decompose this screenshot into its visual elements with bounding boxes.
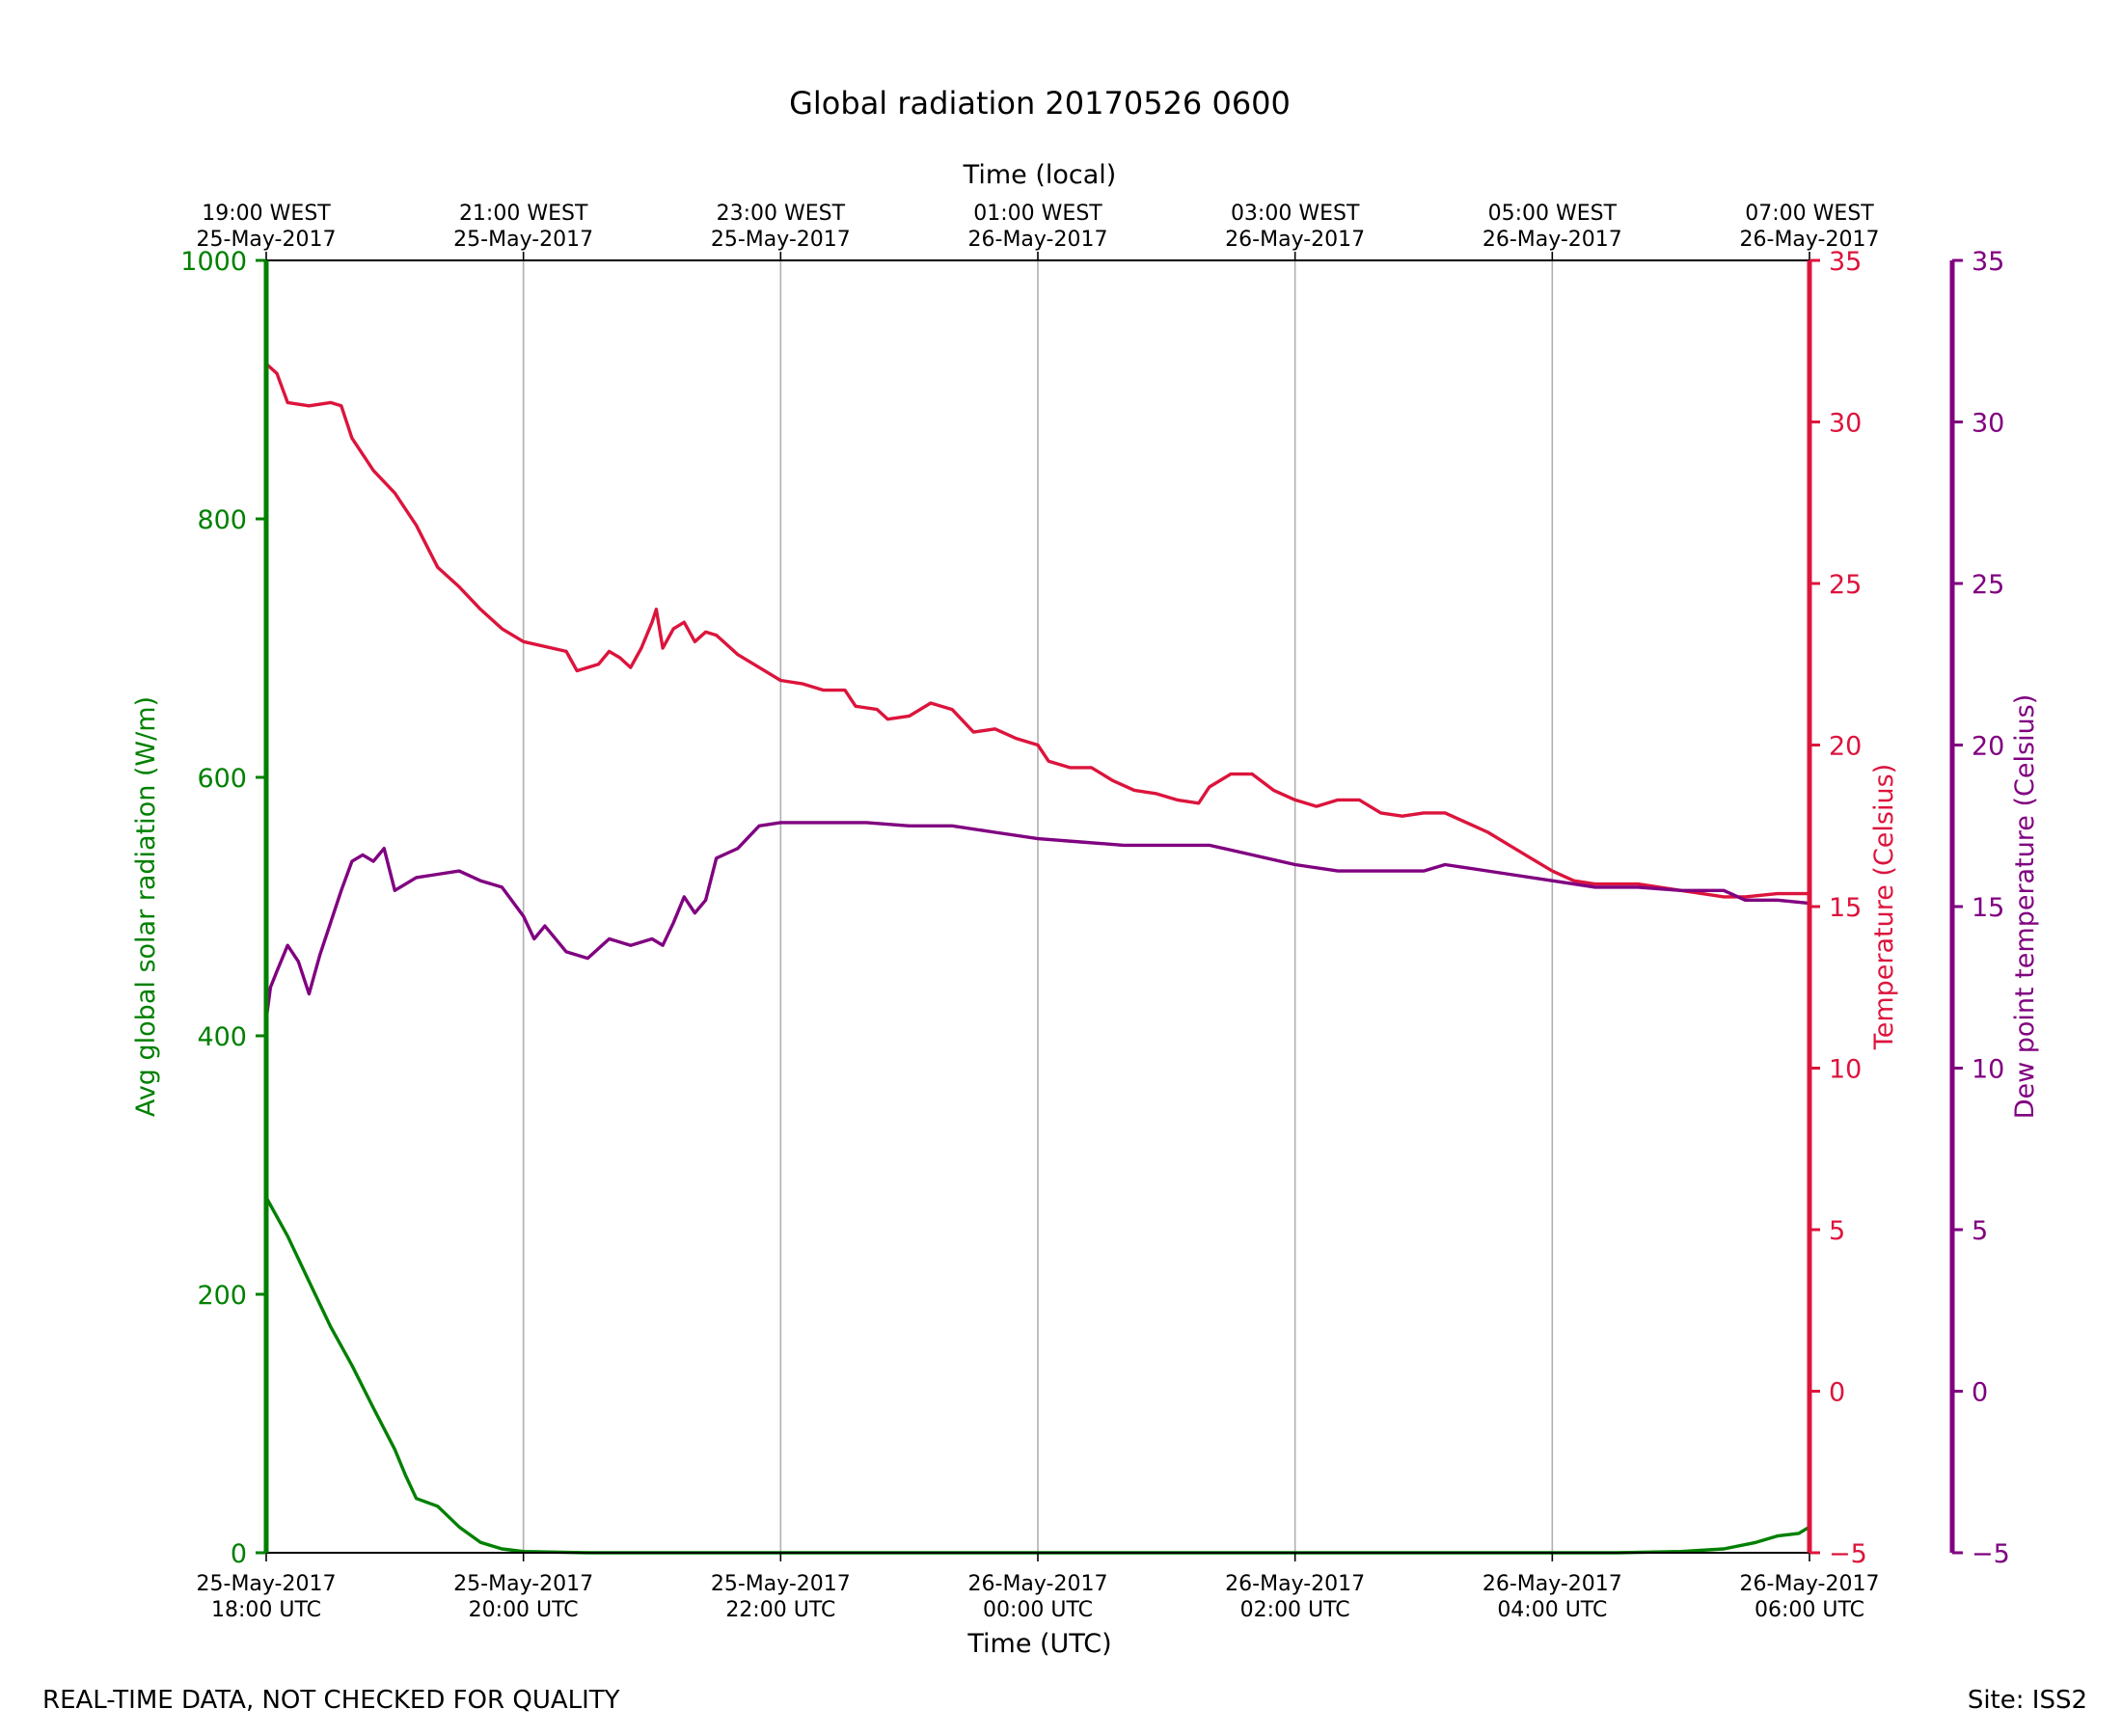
dewpoint-tick-label: 0: [1972, 1378, 1988, 1408]
radiation-tick-label: 200: [197, 1281, 247, 1311]
radiation-tick-label: 800: [197, 505, 247, 535]
x-axis-label: Time (UTC): [966, 1629, 1111, 1659]
temperature-tick-label: 20: [1829, 732, 1862, 762]
x-tick-label: 25-May-2017: [453, 1572, 593, 1596]
x2-tick-label: 07:00 WEST: [1745, 202, 1874, 226]
x-tick-label: 00:00 UTC: [983, 1598, 1093, 1622]
dewpoint-tick-label: 35: [1972, 247, 2004, 277]
x2-tick-label: 03:00 WEST: [1231, 202, 1360, 226]
temperature-tick-label: 25: [1829, 570, 1862, 600]
x2-tick-label: 25-May-2017: [711, 228, 851, 252]
chart-title: Global radiation 20170526 0600: [789, 85, 1291, 122]
temperature-tick-label: −5: [1829, 1539, 1867, 1569]
x-tick-label: 02:00 UTC: [1240, 1598, 1350, 1622]
radiation-series-line: [264, 1195, 1811, 1555]
dewpoint-tick-label: 5: [1972, 1216, 1988, 1246]
temperature-tick-label: 5: [1829, 1216, 1845, 1246]
dewpoint-tick-label: 25: [1972, 570, 2004, 600]
radiation-tick-label: 0: [231, 1539, 247, 1569]
dewpoint-tick-label: 10: [1972, 1055, 2004, 1085]
x2-tick-label: 21:00 WEST: [459, 202, 588, 226]
temperature-series-line: [264, 362, 1811, 899]
x-tick-label: 18:00 UTC: [211, 1598, 321, 1622]
x-tick-label: 04:00 UTC: [1497, 1598, 1607, 1622]
x2-tick-label: 26-May-2017: [968, 228, 1108, 252]
x2-axis-label: Time (local): [963, 160, 1117, 190]
x2-tick-label: 25-May-2017: [197, 228, 337, 252]
grid-lines: [522, 260, 1554, 1553]
dewpoint-axis-label: Dew point temperature (Celsius): [2010, 694, 2040, 1120]
radiation-tick-label: 400: [197, 1022, 247, 1052]
x-tick-label: 06:00 UTC: [1755, 1598, 1864, 1622]
temperature-tick-label: 15: [1829, 893, 1862, 923]
x2-tick-label: 01:00 WEST: [973, 202, 1102, 226]
x2-tick-label: 05:00 WEST: [1488, 202, 1618, 226]
dewpoint-series-line: [264, 821, 1811, 1022]
quality-note: REAL-TIME DATA, NOT CHECKED FOR QUALITY: [42, 1686, 620, 1715]
series-group: [264, 362, 1811, 1555]
temperature-tick-label: 35: [1829, 247, 1862, 277]
radiation-axis-label: Avg global solar radiation (W/m): [131, 696, 161, 1117]
x-tick-label: 26-May-2017: [1483, 1572, 1622, 1596]
temperature-tick-label: 0: [1829, 1378, 1845, 1408]
dewpoint-tick-label: 30: [1972, 409, 2004, 439]
x2-tick-label: 19:00 WEST: [202, 202, 331, 226]
radiation-tick-label: 600: [197, 764, 247, 794]
x-tick-label: 26-May-2017: [1225, 1572, 1365, 1596]
x-tick-label: 20:00 UTC: [469, 1598, 579, 1622]
x-tick-label: 22:00 UTC: [725, 1598, 835, 1622]
x2-tick-label: 26-May-2017: [1740, 228, 1880, 252]
x-tick-label: 25-May-2017: [711, 1572, 851, 1596]
x-tick-label: 25-May-2017: [197, 1572, 337, 1596]
x2-tick-label: 25-May-2017: [453, 228, 593, 252]
x2-tick-label: 23:00 WEST: [717, 202, 846, 226]
temperature-tick-label: 30: [1829, 409, 1862, 439]
temperature-axis-label: Temperature (Celsius): [1869, 764, 1899, 1050]
site-label: Site: ISS2: [1967, 1686, 2087, 1715]
x2-tick-label: 26-May-2017: [1225, 228, 1365, 252]
x-tick-label: 26-May-2017: [1740, 1572, 1880, 1596]
dewpoint-tick-label: −5: [1972, 1539, 2010, 1569]
x2-tick-label: 26-May-2017: [1483, 228, 1622, 252]
dewpoint-tick-label: 15: [1972, 893, 2004, 923]
dewpoint-tick-label: 20: [1972, 732, 2004, 762]
temperature-tick-label: 10: [1829, 1055, 1862, 1085]
radiation-tick-label: 1000: [180, 247, 247, 277]
x-tick-label: 26-May-2017: [968, 1572, 1108, 1596]
